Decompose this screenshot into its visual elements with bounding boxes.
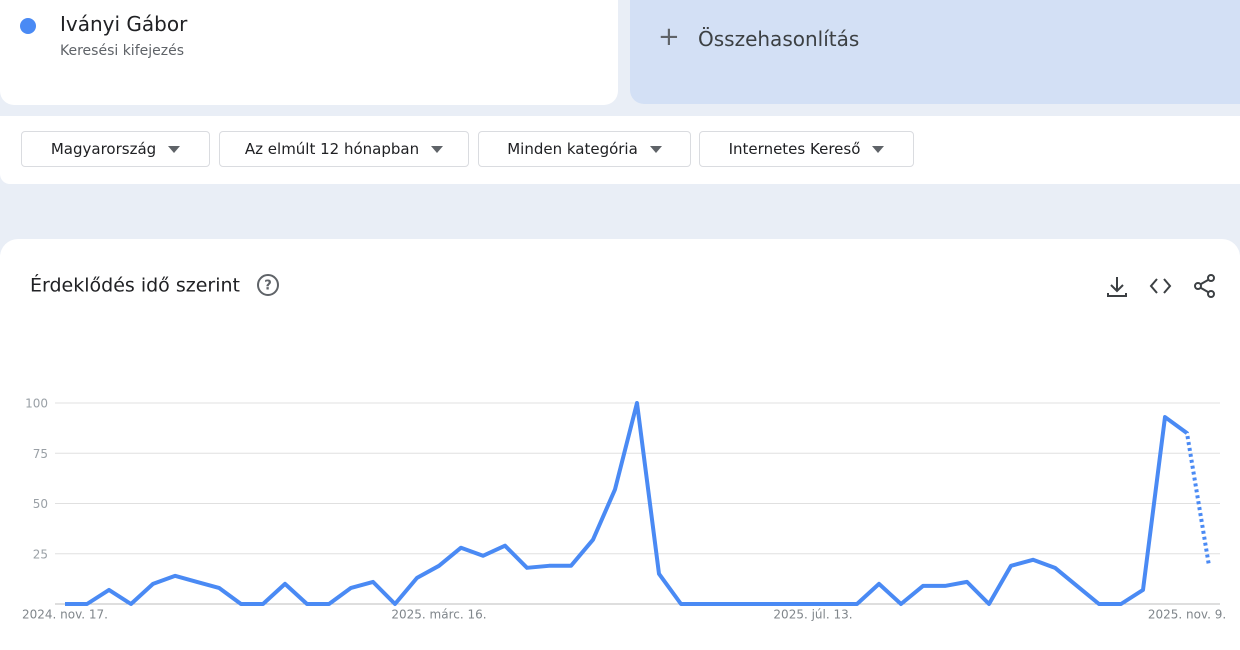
chart-title: Érdeklődés idő szerint — [30, 274, 240, 297]
svg-text:?: ? — [264, 279, 272, 294]
spacer — [0, 184, 1240, 210]
download-icon[interactable] — [1107, 277, 1127, 297]
term-card[interactable]: Iványi Gábor Keresési kifejezés — [0, 0, 618, 105]
dropdown-arrow — [872, 145, 885, 153]
y-tick-label: 75 — [33, 447, 48, 461]
y-tick-label: 25 — [33, 547, 48, 561]
dropdown-arrow — [431, 145, 444, 153]
filter-label: Minden kategória — [507, 140, 638, 158]
filter-label: Internetes Kereső — [728, 140, 861, 158]
x-tick-label: 2025. márc. 16. — [391, 608, 486, 622]
y-tick-label: 50 — [33, 497, 48, 511]
filter-dropdown[interactable]: Internetes Kereső — [699, 131, 914, 167]
term-name: Iványi Gábor — [60, 12, 188, 36]
x-tick-label: 2025. nov. 9. — [1148, 608, 1226, 622]
filter-label: Az elmúlt 12 hónapban — [244, 140, 420, 158]
compare-label: Összehasonlítás — [698, 27, 860, 51]
filter-dropdown[interactable]: Minden kategória — [478, 131, 691, 167]
term-dot — [20, 18, 36, 34]
filter-dropdown[interactable]: Magyarország — [21, 131, 210, 167]
compare-card[interactable]: + Összehasonlítás — [630, 0, 1240, 104]
share-icon[interactable] — [1194, 274, 1215, 298]
series-line — [65, 401, 1211, 606]
dropdown-arrow — [168, 145, 181, 153]
chart-card — [0, 239, 1240, 650]
filter-label: Magyarország — [50, 140, 157, 158]
filter-dropdown[interactable]: Az elmúlt 12 hónapban — [219, 131, 469, 167]
y-tick-label: 100 — [25, 397, 48, 411]
dropdown-arrow — [649, 145, 662, 153]
x-tick-label: 2024. nov. 17. — [22, 608, 108, 622]
plus-icon: + — [658, 22, 680, 52]
embed-icon[interactable] — [1149, 278, 1172, 294]
term-type: Keresési kifejezés — [60, 43, 184, 59]
x-tick-label: 2025. júl. 13. — [773, 608, 852, 622]
help-icon[interactable]: ? — [257, 274, 279, 296]
